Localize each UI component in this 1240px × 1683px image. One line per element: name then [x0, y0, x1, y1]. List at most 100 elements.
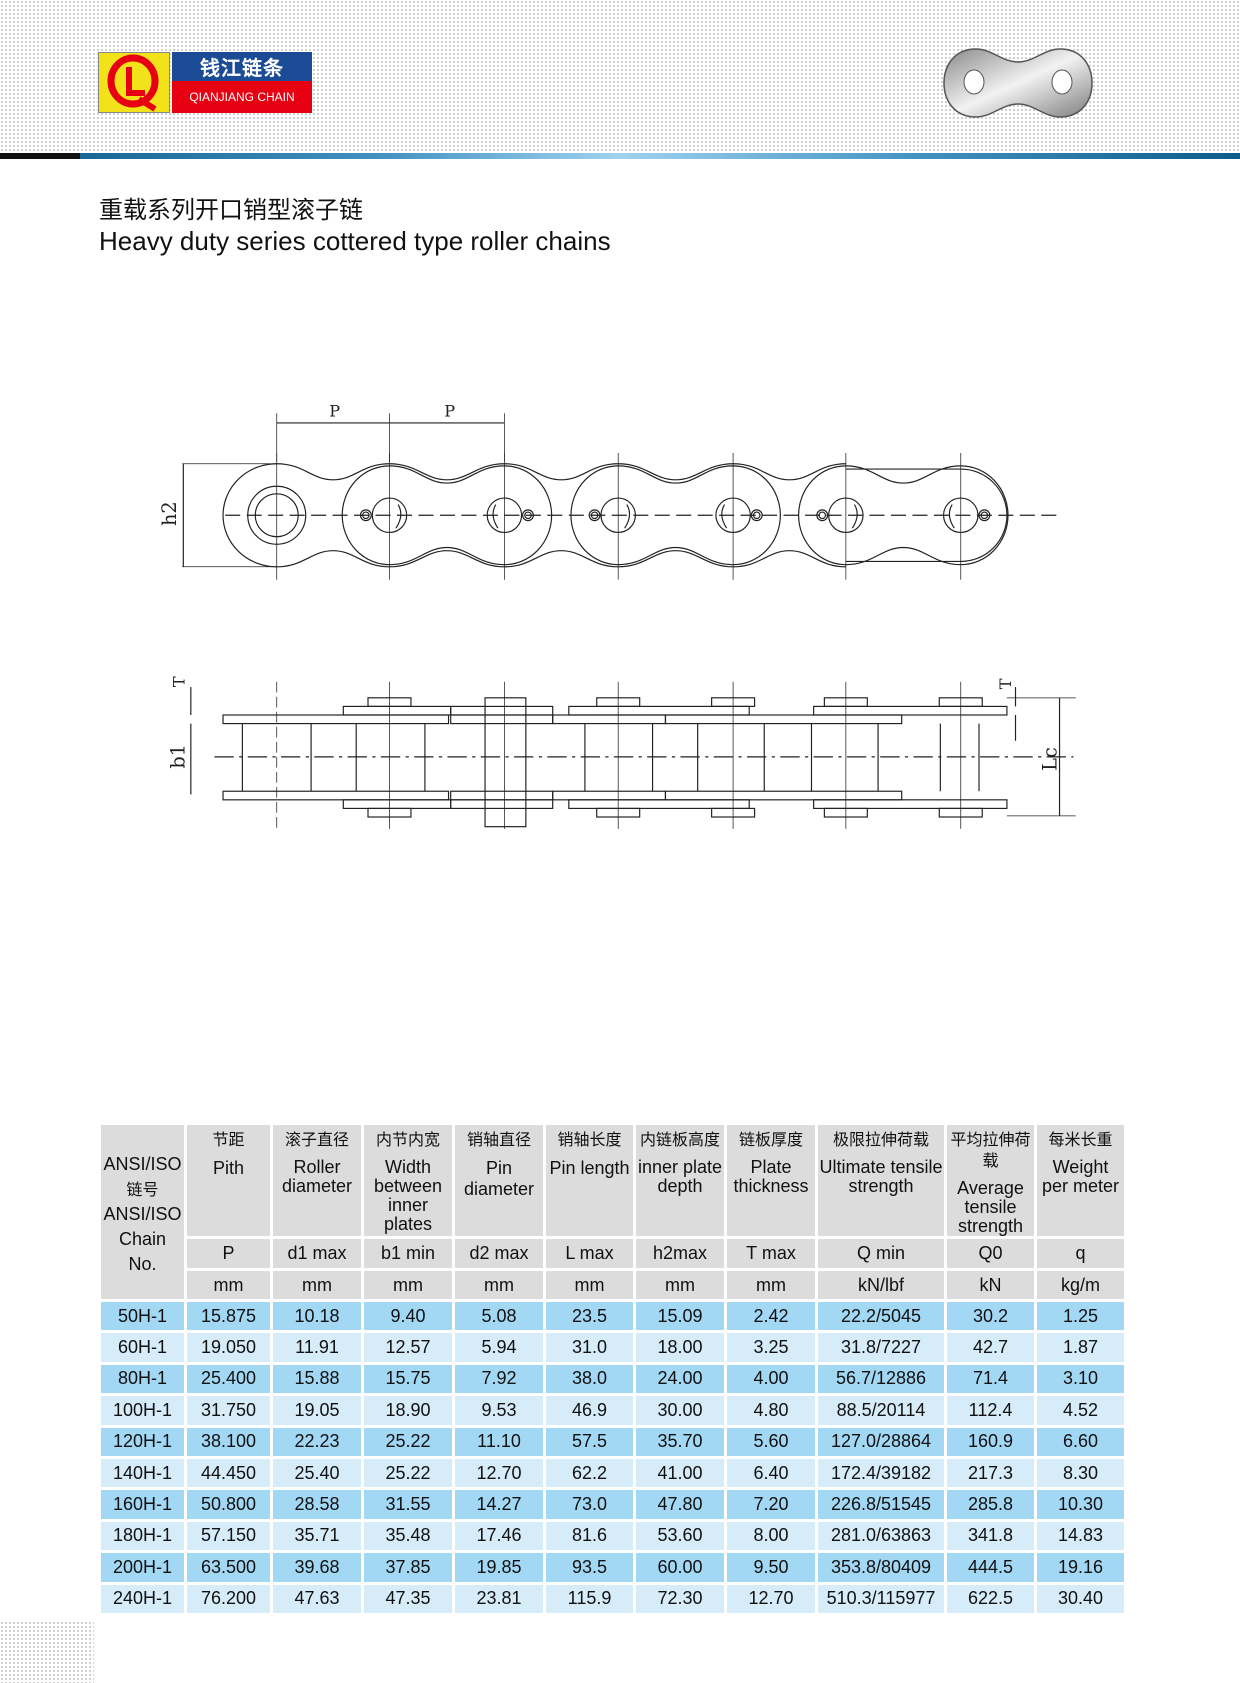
table-cell: 47.80 — [636, 1490, 724, 1519]
table-cell: 19.050 — [187, 1333, 270, 1362]
table-cell: 285.8 — [947, 1490, 1034, 1519]
table-cell: 5.60 — [727, 1427, 815, 1456]
outer-plate-bottom — [342, 799, 452, 810]
chain-number-cell: 200H-1 — [101, 1553, 184, 1582]
cotter-leg — [395, 504, 402, 529]
table-cell: 41.00 — [636, 1458, 724, 1488]
table-cell: 22.2/5045 — [818, 1302, 944, 1331]
page-title-cn: 重载系列开口销型滚子链 — [99, 196, 363, 224]
chain-side-view — [190, 681, 1076, 829]
column-header: 滚子直径 Roller diameter — [273, 1125, 361, 1236]
table-cell: 3.25 — [727, 1333, 815, 1362]
brand-logo: 钱江链条 QIANJIANG CHAIN — [98, 52, 312, 113]
chain-number-cell: 80H-1 — [101, 1364, 184, 1394]
chain-top-view — [182, 413, 1058, 580]
table-cell: 3.10 — [1037, 1364, 1124, 1394]
table-cell: 160.9 — [947, 1427, 1034, 1456]
table-cell: 4.80 — [727, 1396, 815, 1425]
table-cell: 31.55 — [364, 1490, 452, 1519]
table-cell: 4.52 — [1037, 1396, 1124, 1425]
column-unit: mm — [364, 1271, 452, 1299]
table-cell: 2.42 — [727, 1302, 815, 1331]
inner-plate-bottom — [664, 790, 903, 801]
inner-plate-bottom — [552, 790, 667, 801]
table-cell: 47.63 — [273, 1584, 361, 1613]
table-cell: 112.4 — [947, 1396, 1034, 1425]
table-cell: 1.25 — [1037, 1302, 1124, 1331]
chain-number-cell: 50H-1 — [101, 1302, 184, 1331]
table-cell: 25.22 — [364, 1458, 452, 1488]
table-cell: 12.70 — [727, 1584, 815, 1613]
table-cell: 8.00 — [727, 1521, 815, 1551]
t-label-right: T — [996, 678, 1015, 689]
table-cell: 14.27 — [455, 1490, 543, 1519]
page-title-en: Heavy duty series cottered type roller c… — [99, 226, 611, 256]
column-unit: mm — [187, 1271, 270, 1299]
table-cell: 73.0 — [546, 1490, 633, 1519]
cotter-leg — [851, 504, 858, 529]
table-cell: 35.48 — [364, 1521, 452, 1551]
pitch-label: P — [329, 401, 340, 420]
outer-plate-end — [222, 463, 277, 568]
table-cell: 127.0/28864 — [818, 1427, 944, 1456]
outer-plate-edge — [276, 550, 846, 568]
outer-plate-top — [813, 705, 1008, 716]
h2-label: h2 — [158, 501, 181, 526]
table-cell: 53.60 — [636, 1521, 724, 1551]
chain-number-cell: 140H-1 — [101, 1458, 184, 1488]
column-header: 链板厚度 Plate thickness — [727, 1125, 815, 1236]
logo-mark-icon — [98, 52, 170, 113]
lc-label: Lc — [1038, 747, 1061, 771]
table-cell: 31.0 — [546, 1333, 633, 1362]
table-cell: 10.18 — [273, 1302, 361, 1331]
table-cell: 115.9 — [546, 1584, 633, 1613]
table-cell: 9.53 — [455, 1396, 543, 1425]
table-cell: 15.875 — [187, 1302, 270, 1331]
table-cell: 23.5 — [546, 1302, 633, 1331]
table-cell: 35.70 — [636, 1427, 724, 1456]
inner-plate-bottom — [450, 790, 554, 801]
footer-dot-pattern — [0, 1621, 94, 1683]
table-cell: 23.81 — [455, 1584, 543, 1613]
table-row: 200H-1 63.500 39.68 37.85 19.85 93.5 60.00 9.50… — [101, 1553, 1124, 1582]
chain-plate-image — [943, 48, 1093, 118]
table-cell: 11.10 — [455, 1427, 543, 1456]
table-cell: 9.40 — [364, 1302, 452, 1331]
table-cell: 8.30 — [1037, 1458, 1124, 1488]
table-cell: 60.00 — [636, 1553, 724, 1582]
table-row: 140H-1 44.450 25.40 25.22 12.70 62.2 41.00 6.40… — [101, 1458, 1124, 1488]
column-unit: kg/m — [1037, 1271, 1124, 1299]
cotter-leg — [492, 504, 499, 529]
column-symbol: T max — [727, 1239, 815, 1268]
column-header: 内节内宽 Width between inner plates — [364, 1125, 452, 1236]
table-cell: 42.7 — [947, 1333, 1034, 1362]
column-header: 销轴直径 Pin diameter — [455, 1125, 543, 1236]
table-cell: 7.20 — [727, 1490, 815, 1519]
table-cell: 25.22 — [364, 1427, 452, 1456]
table-cell: 63.500 — [187, 1553, 270, 1582]
table-cell: 622.5 — [947, 1584, 1034, 1613]
table-cell: 12.70 — [455, 1458, 543, 1488]
table-cell: 31.750 — [187, 1396, 270, 1425]
table-cell: 35.71 — [273, 1521, 361, 1551]
column-header: 极限拉伸荷载 Ultimate tensile strength — [818, 1125, 944, 1236]
table-cell: 31.8/7227 — [818, 1333, 944, 1362]
column-symbol: b1 min — [364, 1239, 452, 1268]
table-cell: 88.5/20114 — [818, 1396, 944, 1425]
column-symbol: q — [1037, 1239, 1124, 1268]
table-cell: 5.08 — [455, 1302, 543, 1331]
table-cell: 341.8 — [947, 1521, 1034, 1551]
table-row: 50H-1 15.875 10.18 9.40 5.08 23.5 15.09 2.42 22.… — [101, 1302, 1124, 1331]
table-row: 60H-1 19.050 11.91 12.57 5.94 31.0 18.00 3.25 31… — [101, 1333, 1124, 1362]
table-cell: 25.400 — [187, 1364, 270, 1394]
table-cell: 93.5 — [546, 1553, 633, 1582]
table-cell: 72.30 — [636, 1584, 724, 1613]
table-row: 80H-1 25.400 15.88 15.75 7.92 38.0 24.00 4.00 56… — [101, 1364, 1124, 1394]
table-cell: 37.85 — [364, 1553, 452, 1582]
table-cell: 6.40 — [727, 1458, 815, 1488]
column-unit: mm — [636, 1271, 724, 1299]
inner-plate-top — [552, 714, 667, 725]
column-header: 销轴长度 Pin length — [546, 1125, 633, 1236]
header-band — [0, 153, 1240, 159]
table-cell: 15.75 — [364, 1364, 452, 1394]
